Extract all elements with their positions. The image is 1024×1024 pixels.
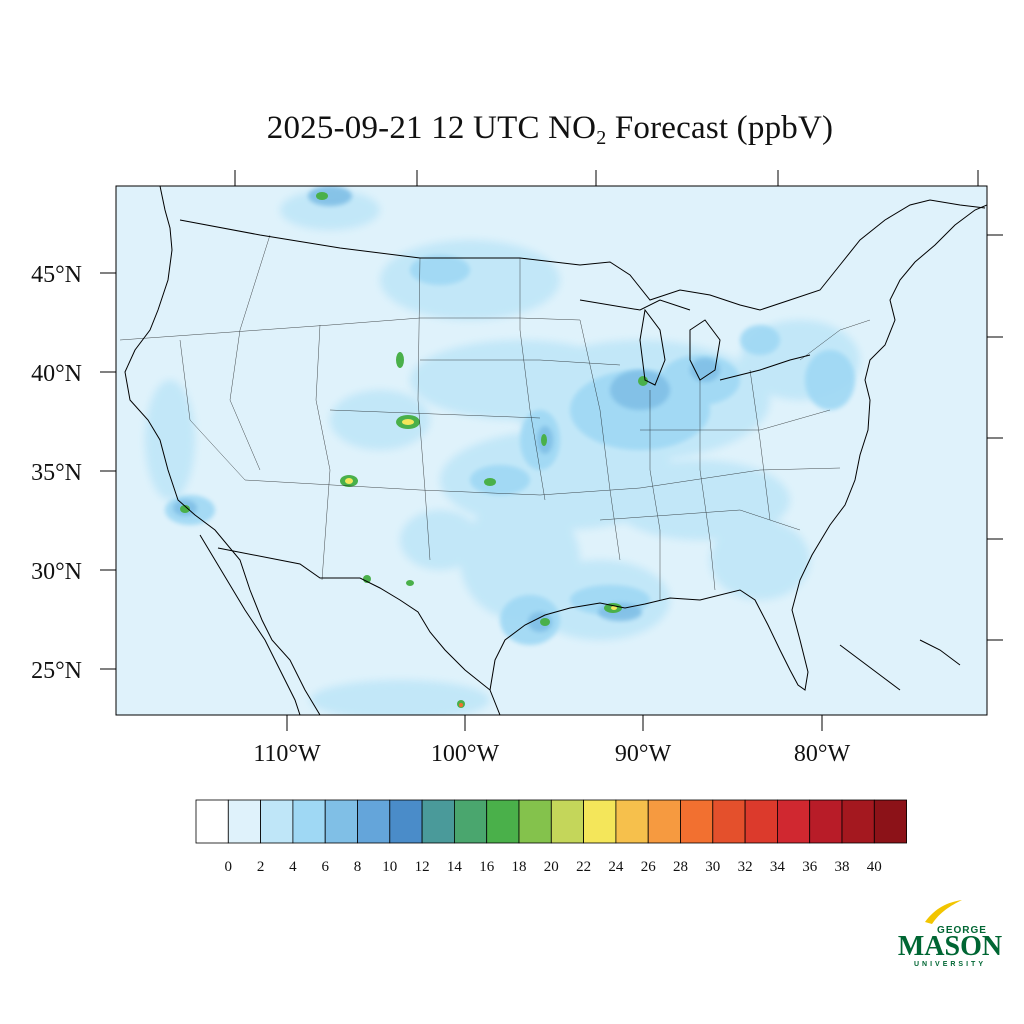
lon-label: 90°W <box>615 741 672 767</box>
colorbar-swatch <box>389 799 423 844</box>
lat-label: 25°N <box>31 658 82 684</box>
colorbar-tick-label: 26 <box>641 859 657 875</box>
lat-label: 30°N <box>31 559 82 585</box>
colorbar-swatch <box>647 799 681 844</box>
left-ticks <box>100 272 116 670</box>
colorbar-tick-label: 18 <box>512 859 527 875</box>
lon-label: 80°W <box>794 741 851 767</box>
colorbar-tick-label: 12 <box>415 859 430 875</box>
colorbar-tick-label: 16 <box>479 859 495 875</box>
lat-label: 45°N <box>31 262 82 288</box>
map-frame <box>115 185 988 716</box>
right-ticks <box>987 234 1003 641</box>
map-title: 2025-09-21 12 UTC NO2 Forecast (ppbV) <box>266 110 834 149</box>
logo-line3: UNIVERSITY <box>914 961 986 968</box>
gmu-logo: GEORGE MASON UNIVERSITY <box>898 900 1002 968</box>
colorbar-tick-label: 6 <box>321 859 329 875</box>
colorbar-tick-label: 28 <box>673 859 688 875</box>
lat-label: 35°N <box>31 460 82 486</box>
colorbar-swatch <box>453 799 488 844</box>
colorbar-tick-label: 0 <box>225 859 233 875</box>
lon-label: 110°W <box>253 741 321 767</box>
colorbar-tick-label: 4 <box>289 859 297 875</box>
colorbar-tick-label: 36 <box>802 859 818 875</box>
colorbar-swatch <box>227 799 262 844</box>
logo-line2: MASON <box>898 931 1002 962</box>
colorbar-swatch <box>583 799 617 844</box>
colorbar-tick-label: 10 <box>382 859 397 875</box>
lat-label: 40°N <box>31 361 82 387</box>
colorbar-swatch <box>744 799 778 844</box>
colorbar-tick-label: 24 <box>608 859 624 875</box>
colorbar-tick-labels: 0 2 4 6 8 10 12 14 16 18 20 22 24 26 28 30 32 34 36 38 40 <box>225 859 882 875</box>
colorbar-swatch <box>195 799 229 844</box>
colorbar-swatch <box>712 799 746 844</box>
colorbar-tick-label: 30 <box>705 859 720 875</box>
colorbar-swatch <box>841 799 875 844</box>
colorbar-tick-label: 34 <box>770 859 786 875</box>
colorbar-swatch <box>680 799 714 844</box>
colorbar-swatch <box>518 799 552 844</box>
coastline <box>124 186 987 715</box>
colorbar-swatch <box>615 799 649 844</box>
colorbar-swatch <box>873 799 907 844</box>
colorbar-tick-label: 8 <box>354 859 362 875</box>
colorbar-tick-label: 22 <box>576 859 591 875</box>
colorbar-tick-label: 40 <box>867 859 882 875</box>
colorbar-swatch <box>421 799 455 844</box>
colorbar-swatch <box>260 799 294 844</box>
colorbar <box>195 799 907 844</box>
colorbar-swatch <box>809 799 843 844</box>
colorbar-tick-label: 14 <box>447 859 463 875</box>
colorbar-tick-label: 38 <box>835 859 850 875</box>
lon-label: 100°W <box>431 741 500 767</box>
colorbar-swatch <box>357 799 391 844</box>
state-borders <box>119 234 871 600</box>
colorbar-swatch <box>292 799 326 844</box>
colorbar-swatch <box>550 799 584 844</box>
colorbar-swatch <box>777 799 811 844</box>
top-ticks <box>234 170 979 186</box>
logo-swoosh <box>925 900 962 924</box>
colorbar-swatch <box>486 799 520 844</box>
colorbar-tick-label: 32 <box>738 859 753 875</box>
logo-line1: GEORGE <box>937 925 987 936</box>
colorbar-swatch <box>324 799 358 844</box>
colorbar-tick-label: 2 <box>257 859 265 875</box>
colorbar-tick-label: 20 <box>544 859 559 875</box>
bottom-ticks <box>286 715 823 731</box>
